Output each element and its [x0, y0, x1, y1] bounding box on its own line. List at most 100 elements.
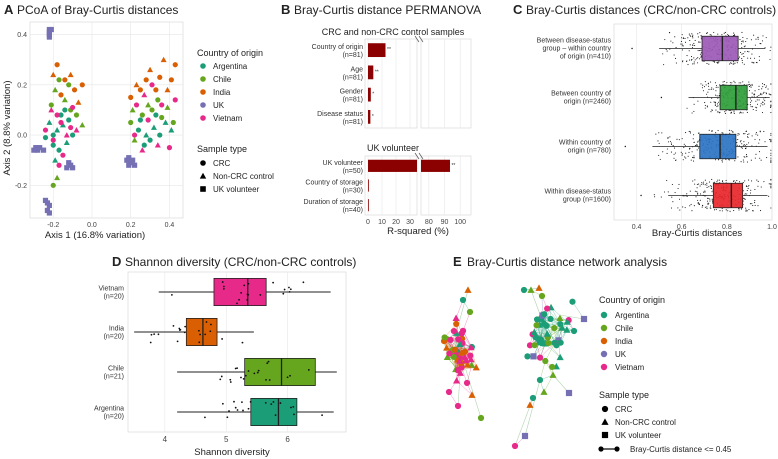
- bray-curtis-jitter-point: [694, 144, 696, 147]
- bray-curtis-jitter-point: [749, 98, 751, 100]
- network-node-uk: [580, 315, 588, 323]
- panel-b-label: B: [281, 2, 290, 17]
- bray-curtis-jitter-point: [742, 112, 744, 114]
- bray-curtis-jitter-point: [751, 203, 753, 205]
- bray-curtis-jitter-point: [661, 132, 663, 134]
- shannon-point: [221, 281, 224, 283]
- bray-curtis-jitter-point: [669, 140, 671, 142]
- network-node-india: [464, 286, 472, 293]
- bray-curtis-jitter-point: [717, 129, 719, 132]
- shannon-point: [219, 378, 222, 381]
- permanova-category-n: (n=30): [343, 188, 363, 195]
- pcoa-point-chile: [79, 122, 86, 128]
- bray-curtis-jitter-point: [694, 39, 696, 41]
- bray-curtis-category-label: Between disease-status: [537, 38, 612, 45]
- bray-curtis-jitter-point: [671, 183, 673, 186]
- pcoa-point-argentina: [52, 157, 59, 163]
- bray-curtis-jitter-point: [738, 133, 740, 135]
- bray-curtis-box: [719, 84, 748, 111]
- bray-curtis-jitter-point: [731, 82, 733, 84]
- bray-curtis-jitter-point: [715, 132, 717, 134]
- shannon-point: [246, 298, 249, 301]
- bray-curtis-jitter-point: [748, 81, 750, 83]
- bray-curtis-jitter-point: [681, 153, 683, 155]
- bray-curtis-jitter-point: [672, 42, 674, 44]
- bray-curtis-jitter-point: [769, 50, 771, 52]
- bray-curtis-jitter-point: [693, 155, 695, 157]
- network-legend-type-marker-0: [601, 405, 609, 413]
- bray-curtis-jitter-point: [755, 100, 757, 102]
- network-legend-label-india: India: [615, 337, 633, 346]
- pcoa-point-argentina: [54, 127, 61, 133]
- bray-curtis-jitter-point: [762, 35, 764, 37]
- network-legend-label-argentina: Argentina: [615, 311, 650, 320]
- shannon-point: [149, 341, 152, 344]
- permanova-category-n: (n=81): [343, 74, 363, 81]
- bray-curtis-jitter-point: [675, 47, 677, 49]
- pcoa-point-vietnam: [166, 145, 173, 151]
- bray-curtis-jitter-point: [663, 64, 665, 66]
- network-node-chile: [549, 371, 557, 378]
- permanova-bar: [368, 87, 371, 102]
- bray-curtis-jitter-point: [665, 48, 667, 50]
- axis-break-mark: [414, 35, 420, 43]
- network-node-india: [452, 346, 459, 353]
- bray-curtis-jitter-point: [736, 62, 738, 64]
- shannon-point: [172, 324, 175, 327]
- bray-curtis-jitter-point: [753, 94, 755, 96]
- bray-curtis-jitter-point: [755, 106, 757, 108]
- network-node-vietnam: [462, 356, 470, 364]
- network-node-vietnam: [452, 314, 460, 321]
- bray-curtis-jitter-point: [746, 193, 748, 195]
- bray-curtis-jitter-point: [704, 191, 706, 193]
- bray-curtis-jitter-point: [710, 101, 712, 103]
- shannon-point: [184, 325, 187, 328]
- pcoa-point-india: [58, 92, 64, 98]
- shannon-point: [242, 409, 244, 412]
- bray-curtis-jitter-point: [731, 62, 733, 64]
- bray-curtis-jitter-point: [716, 61, 718, 64]
- bray-curtis-jitter-point: [748, 185, 750, 187]
- bray-curtis-jitter-point: [751, 135, 753, 137]
- bray-curtis-jitter-point: [748, 208, 750, 211]
- bray-curtis-jitter-point: [770, 187, 772, 189]
- bray-curtis-jitter-point: [763, 98, 765, 100]
- bray-curtis-jitter-point: [706, 105, 708, 107]
- bray-curtis-jitter-point: [733, 180, 735, 182]
- bray-curtis-jitter-point: [693, 42, 695, 45]
- bray-curtis-jitter-point: [743, 56, 745, 58]
- bray-curtis-jitter-point: [709, 207, 711, 209]
- bray-curtis-jitter-point: [748, 179, 750, 181]
- bray-curtis-jitter-point: [770, 207, 772, 209]
- shannon-point: [226, 416, 229, 419]
- bray-curtis-jitter-point: [758, 56, 760, 58]
- shannon-point: [270, 403, 273, 406]
- pcoa-point-india: [67, 71, 74, 78]
- bray-curtis-jitter-point: [717, 105, 719, 107]
- bray-curtis-jitter-point: [717, 97, 719, 99]
- network-node-argentina: [541, 311, 548, 318]
- network-node-chile: [443, 353, 451, 361]
- pcoa-point-vietnam: [48, 106, 55, 113]
- pcoa-point-india: [79, 82, 85, 88]
- network-node-vietnam: [536, 354, 544, 361]
- pcoa-point-argentina: [147, 137, 153, 143]
- bray-curtis-jitter-point: [758, 85, 760, 87]
- bray-curtis-jitter-point: [682, 159, 684, 161]
- bray-curtis-jitter-point: [715, 208, 717, 211]
- bray-curtis-jitter-point: [706, 93, 708, 95]
- pcoa-point-india: [133, 81, 140, 88]
- pcoa-point-india: [164, 86, 171, 93]
- pcoa-point-india: [172, 62, 178, 68]
- bray-curtis-jitter-point: [688, 151, 690, 153]
- network-node-vietnam: [447, 336, 454, 343]
- bray-curtis-jitter-point: [730, 111, 732, 113]
- bray-curtis-jitter-point: [685, 132, 687, 134]
- network-legend-marker-chile: [600, 324, 608, 332]
- bray-curtis-jitter-point: [711, 198, 713, 200]
- bray-curtis-jitter-point: [686, 60, 688, 62]
- bray-curtis-jitter-point: [690, 203, 692, 206]
- bray-curtis-jitter-point: [697, 141, 699, 143]
- bray-curtis-jitter-point: [667, 137, 669, 139]
- bray-curtis-jitter-point: [739, 112, 741, 114]
